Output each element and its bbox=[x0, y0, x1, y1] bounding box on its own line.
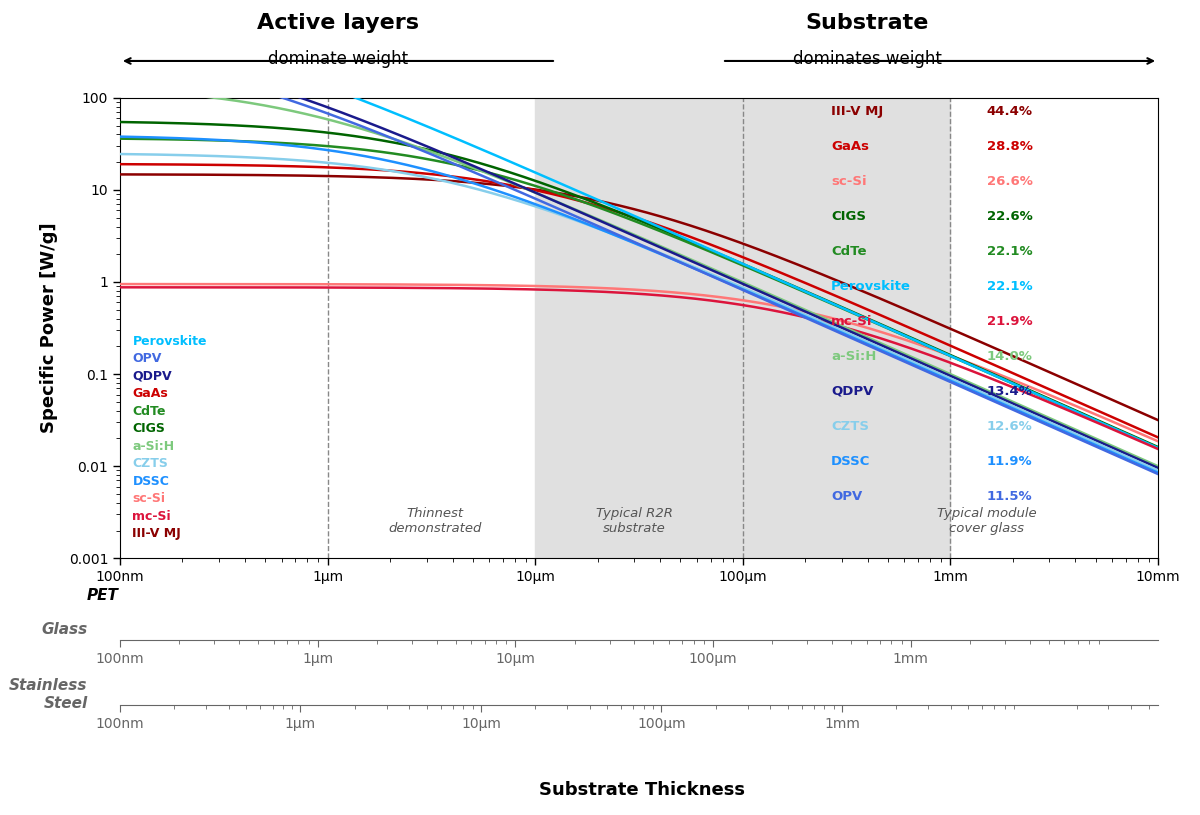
Text: a-Si:H: a-Si:H bbox=[132, 440, 174, 453]
Bar bbox=[535, 98, 950, 558]
Text: 44.4%: 44.4% bbox=[986, 104, 1033, 117]
Text: QDPV: QDPV bbox=[132, 370, 172, 383]
Text: 28.8%: 28.8% bbox=[986, 139, 1033, 152]
Text: III-V MJ: III-V MJ bbox=[832, 104, 883, 117]
Text: 26.6%: 26.6% bbox=[986, 174, 1033, 187]
Text: 22.1%: 22.1% bbox=[986, 280, 1032, 293]
Text: III-V MJ: III-V MJ bbox=[132, 527, 181, 540]
Text: OPV: OPV bbox=[832, 490, 863, 503]
Text: Glass: Glass bbox=[41, 622, 88, 637]
Text: dominate weight: dominate weight bbox=[268, 50, 408, 68]
Text: sc-Si: sc-Si bbox=[132, 492, 166, 505]
Text: CIGS: CIGS bbox=[132, 422, 166, 435]
Text: mc-Si: mc-Si bbox=[132, 510, 172, 523]
Text: dominates weight: dominates weight bbox=[793, 50, 942, 68]
Text: Thinnest
demonstrated: Thinnest demonstrated bbox=[389, 507, 482, 535]
Text: Stainless
Steel: Stainless Steel bbox=[10, 678, 88, 711]
Text: 14.0%: 14.0% bbox=[986, 350, 1033, 363]
Text: CdTe: CdTe bbox=[832, 244, 866, 258]
Text: a-Si:H: a-Si:H bbox=[832, 350, 876, 363]
Text: DSSC: DSSC bbox=[132, 475, 169, 488]
Text: Typical module
cover glass: Typical module cover glass bbox=[937, 507, 1037, 535]
Text: Active layers: Active layers bbox=[257, 13, 419, 33]
Text: 13.4%: 13.4% bbox=[986, 385, 1033, 398]
Text: 12.6%: 12.6% bbox=[986, 420, 1032, 433]
Text: 22.1%: 22.1% bbox=[986, 244, 1032, 258]
Text: sc-Si: sc-Si bbox=[832, 174, 866, 187]
Text: Perovskite: Perovskite bbox=[832, 280, 911, 293]
Text: CdTe: CdTe bbox=[132, 405, 166, 418]
Text: QDPV: QDPV bbox=[832, 385, 874, 398]
Text: mc-Si: mc-Si bbox=[832, 315, 872, 328]
Text: 11.9%: 11.9% bbox=[986, 455, 1032, 468]
Text: DSSC: DSSC bbox=[832, 455, 870, 468]
Y-axis label: Specific Power [W/g]: Specific Power [W/g] bbox=[40, 222, 58, 434]
Text: 21.9%: 21.9% bbox=[986, 315, 1032, 328]
Text: GaAs: GaAs bbox=[832, 139, 869, 152]
Text: GaAs: GaAs bbox=[132, 387, 168, 400]
Text: Perovskite: Perovskite bbox=[132, 335, 206, 348]
Text: Substrate Thickness: Substrate Thickness bbox=[539, 781, 745, 799]
Text: CIGS: CIGS bbox=[832, 209, 866, 222]
Text: 11.5%: 11.5% bbox=[986, 490, 1032, 503]
Text: CZTS: CZTS bbox=[832, 420, 869, 433]
Text: Substrate: Substrate bbox=[805, 13, 929, 33]
Text: 22.6%: 22.6% bbox=[986, 209, 1032, 222]
Text: OPV: OPV bbox=[132, 352, 162, 365]
Text: CZTS: CZTS bbox=[132, 457, 168, 470]
Text: PET: PET bbox=[88, 588, 119, 603]
Text: Typical R2R
substrate: Typical R2R substrate bbox=[595, 507, 673, 535]
